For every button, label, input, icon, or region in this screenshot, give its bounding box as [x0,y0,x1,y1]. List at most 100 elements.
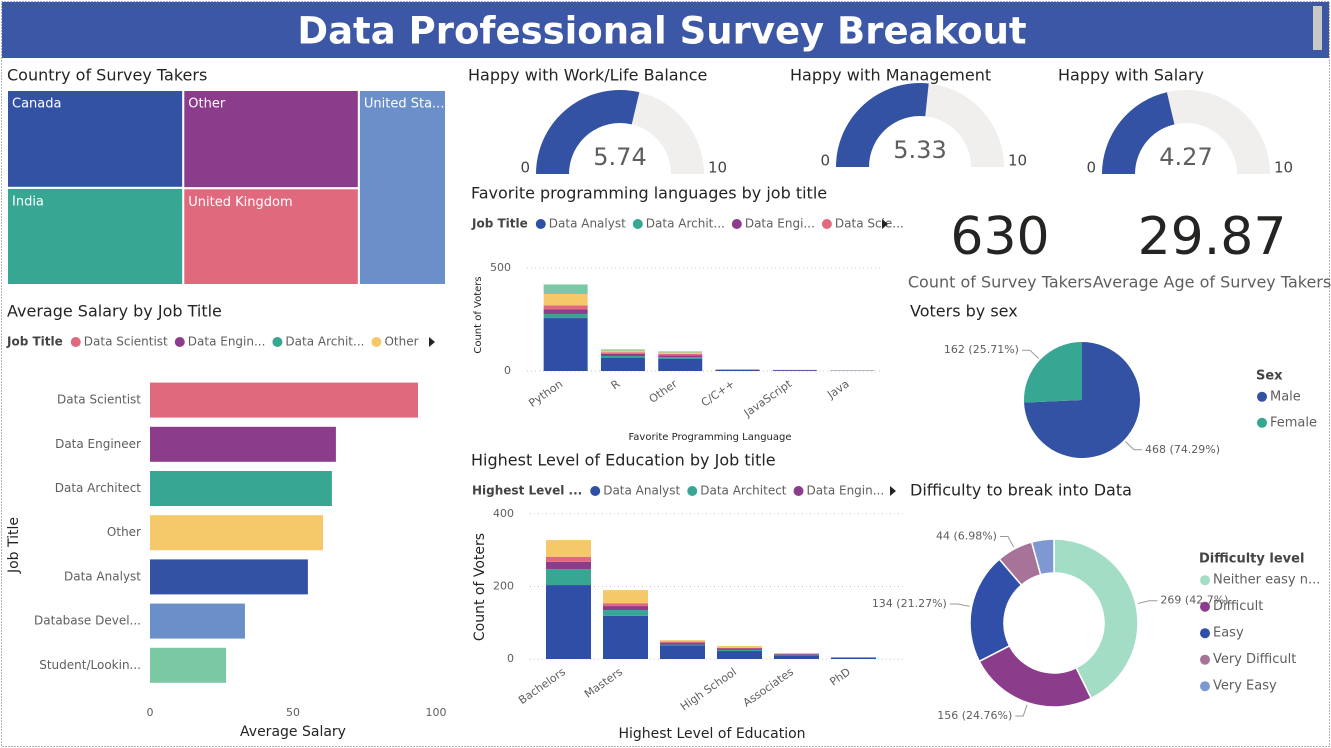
legend-label: Data Analyst [603,484,680,498]
data-label: 162 (25.71%) [944,343,1019,356]
slice [1053,538,1139,700]
bar [150,515,324,551]
x-tick-label: 100 [426,706,447,719]
gauge-value [536,90,640,174]
bar-segment [658,353,703,356]
bar [150,382,418,418]
legend-marker [1200,654,1210,665]
leader-line [1125,441,1143,451]
gauge-value-label: 5.74 [593,143,646,171]
leader-line [1015,704,1028,717]
slice [1024,342,1140,458]
gauge-min: 0 [820,152,830,170]
legend-marker [1200,681,1210,692]
bar [150,471,332,506]
bar-segment [660,641,705,643]
bar-segment [603,603,648,607]
legend-label: Very Difficult [1213,652,1296,667]
bar-segment [717,648,762,650]
legend-marker [1257,417,1267,428]
chart-title: Highest Level of Education by Job title [471,451,776,470]
x-axis-title: Favorite Programming Language [628,432,791,443]
treemap-cell [182,89,360,190]
legend-marker [821,219,832,229]
bar-segment [717,649,762,652]
x-tick-label: 0 [147,706,154,719]
legend-label: Data Analyst [549,217,626,231]
leader-line [1021,349,1039,359]
treemap-label: Other [188,97,226,112]
legend-label: Data Engin... [807,484,885,498]
legend-scroll[interactable] [890,486,896,496]
bar-segment [658,351,703,353]
treemap-label: Canada [12,97,61,112]
data-label: 134 (21.27%) [872,597,947,610]
card-value: 630 [950,207,1049,267]
bar-segment [600,350,645,353]
legend-label: Neither easy n... [1213,573,1320,588]
legend-label: Easy [1213,626,1244,641]
legend-marker [1200,601,1210,612]
legend-label: Data Scie... [835,217,904,231]
chart-title: Voters by sex [910,302,1018,321]
bar-segment [660,640,705,642]
bar-segment [658,357,703,359]
y-tick-label: Data Scientist [57,393,141,407]
bar-segment [546,556,591,562]
treemap-label: United Kingdom [188,195,292,210]
chart-title: Favorite programming languages by job ti… [471,184,827,203]
gauge-value-label: 5.33 [893,136,946,164]
bar-segment [546,561,591,570]
gauge-value [836,82,929,167]
data-label: 44 (6.98%) [936,529,997,542]
legend-title: Sex [1256,369,1283,384]
treemap-label: India [12,194,44,209]
legend-marker [272,337,283,347]
bar-segment [774,653,819,655]
bar-segment [543,305,588,310]
bar-segment [831,657,876,659]
chart-title: Difficulty to break into Data [910,481,1132,500]
y-tick-label: Other [107,525,141,539]
legend-label: Data Engin... [188,335,266,349]
y-tick-label: Database Devel... [34,614,141,628]
y-tick-label: 0 [507,652,514,665]
gauge-max: 10 [1274,159,1293,177]
bar [150,559,308,595]
y-axis-title: Count of Voters [473,276,484,353]
y-tick-label: Student/Lookin... [39,658,141,672]
bar-segment [546,540,591,557]
y-tick-label: Data Engineer [55,437,141,451]
legend-scroll[interactable] [882,219,888,229]
legend-marker [590,486,601,496]
legend-marker [632,219,643,229]
scrollbar[interactable] [1313,6,1322,50]
treemap-cell [6,186,185,286]
treemap-label: United Sta... [364,97,445,112]
data-label: 269 (42.7%) [1160,594,1228,607]
gauge-min: 0 [1086,159,1096,177]
y-axis-title: Job Title [6,517,22,574]
bar-segment [715,369,760,371]
bar-segment [543,284,588,294]
gauge-max: 10 [1008,152,1027,170]
chart-title: Average Salary by Job Title [7,302,222,321]
data-label: 468 (74.29%) [1145,443,1220,456]
gauge-value-label: 4.27 [1159,143,1212,171]
leader-line [999,535,1015,548]
bar-segment [774,654,819,656]
legend-label: Data Archit... [285,335,364,349]
legend-marker [174,337,185,347]
legend-label: Data Architect [700,484,787,498]
bar-segment [600,353,645,356]
bar-segment [660,645,705,659]
legend-label: Difficult [1213,599,1263,614]
legend-title: Highest Level ... [472,484,582,498]
legend-label: Very Easy [1213,679,1277,694]
legend-scroll[interactable] [429,337,435,347]
y-axis-title: Count of Voters [472,533,488,641]
bar-segment [603,610,648,616]
data-label: 156 (24.76%) [937,709,1012,722]
